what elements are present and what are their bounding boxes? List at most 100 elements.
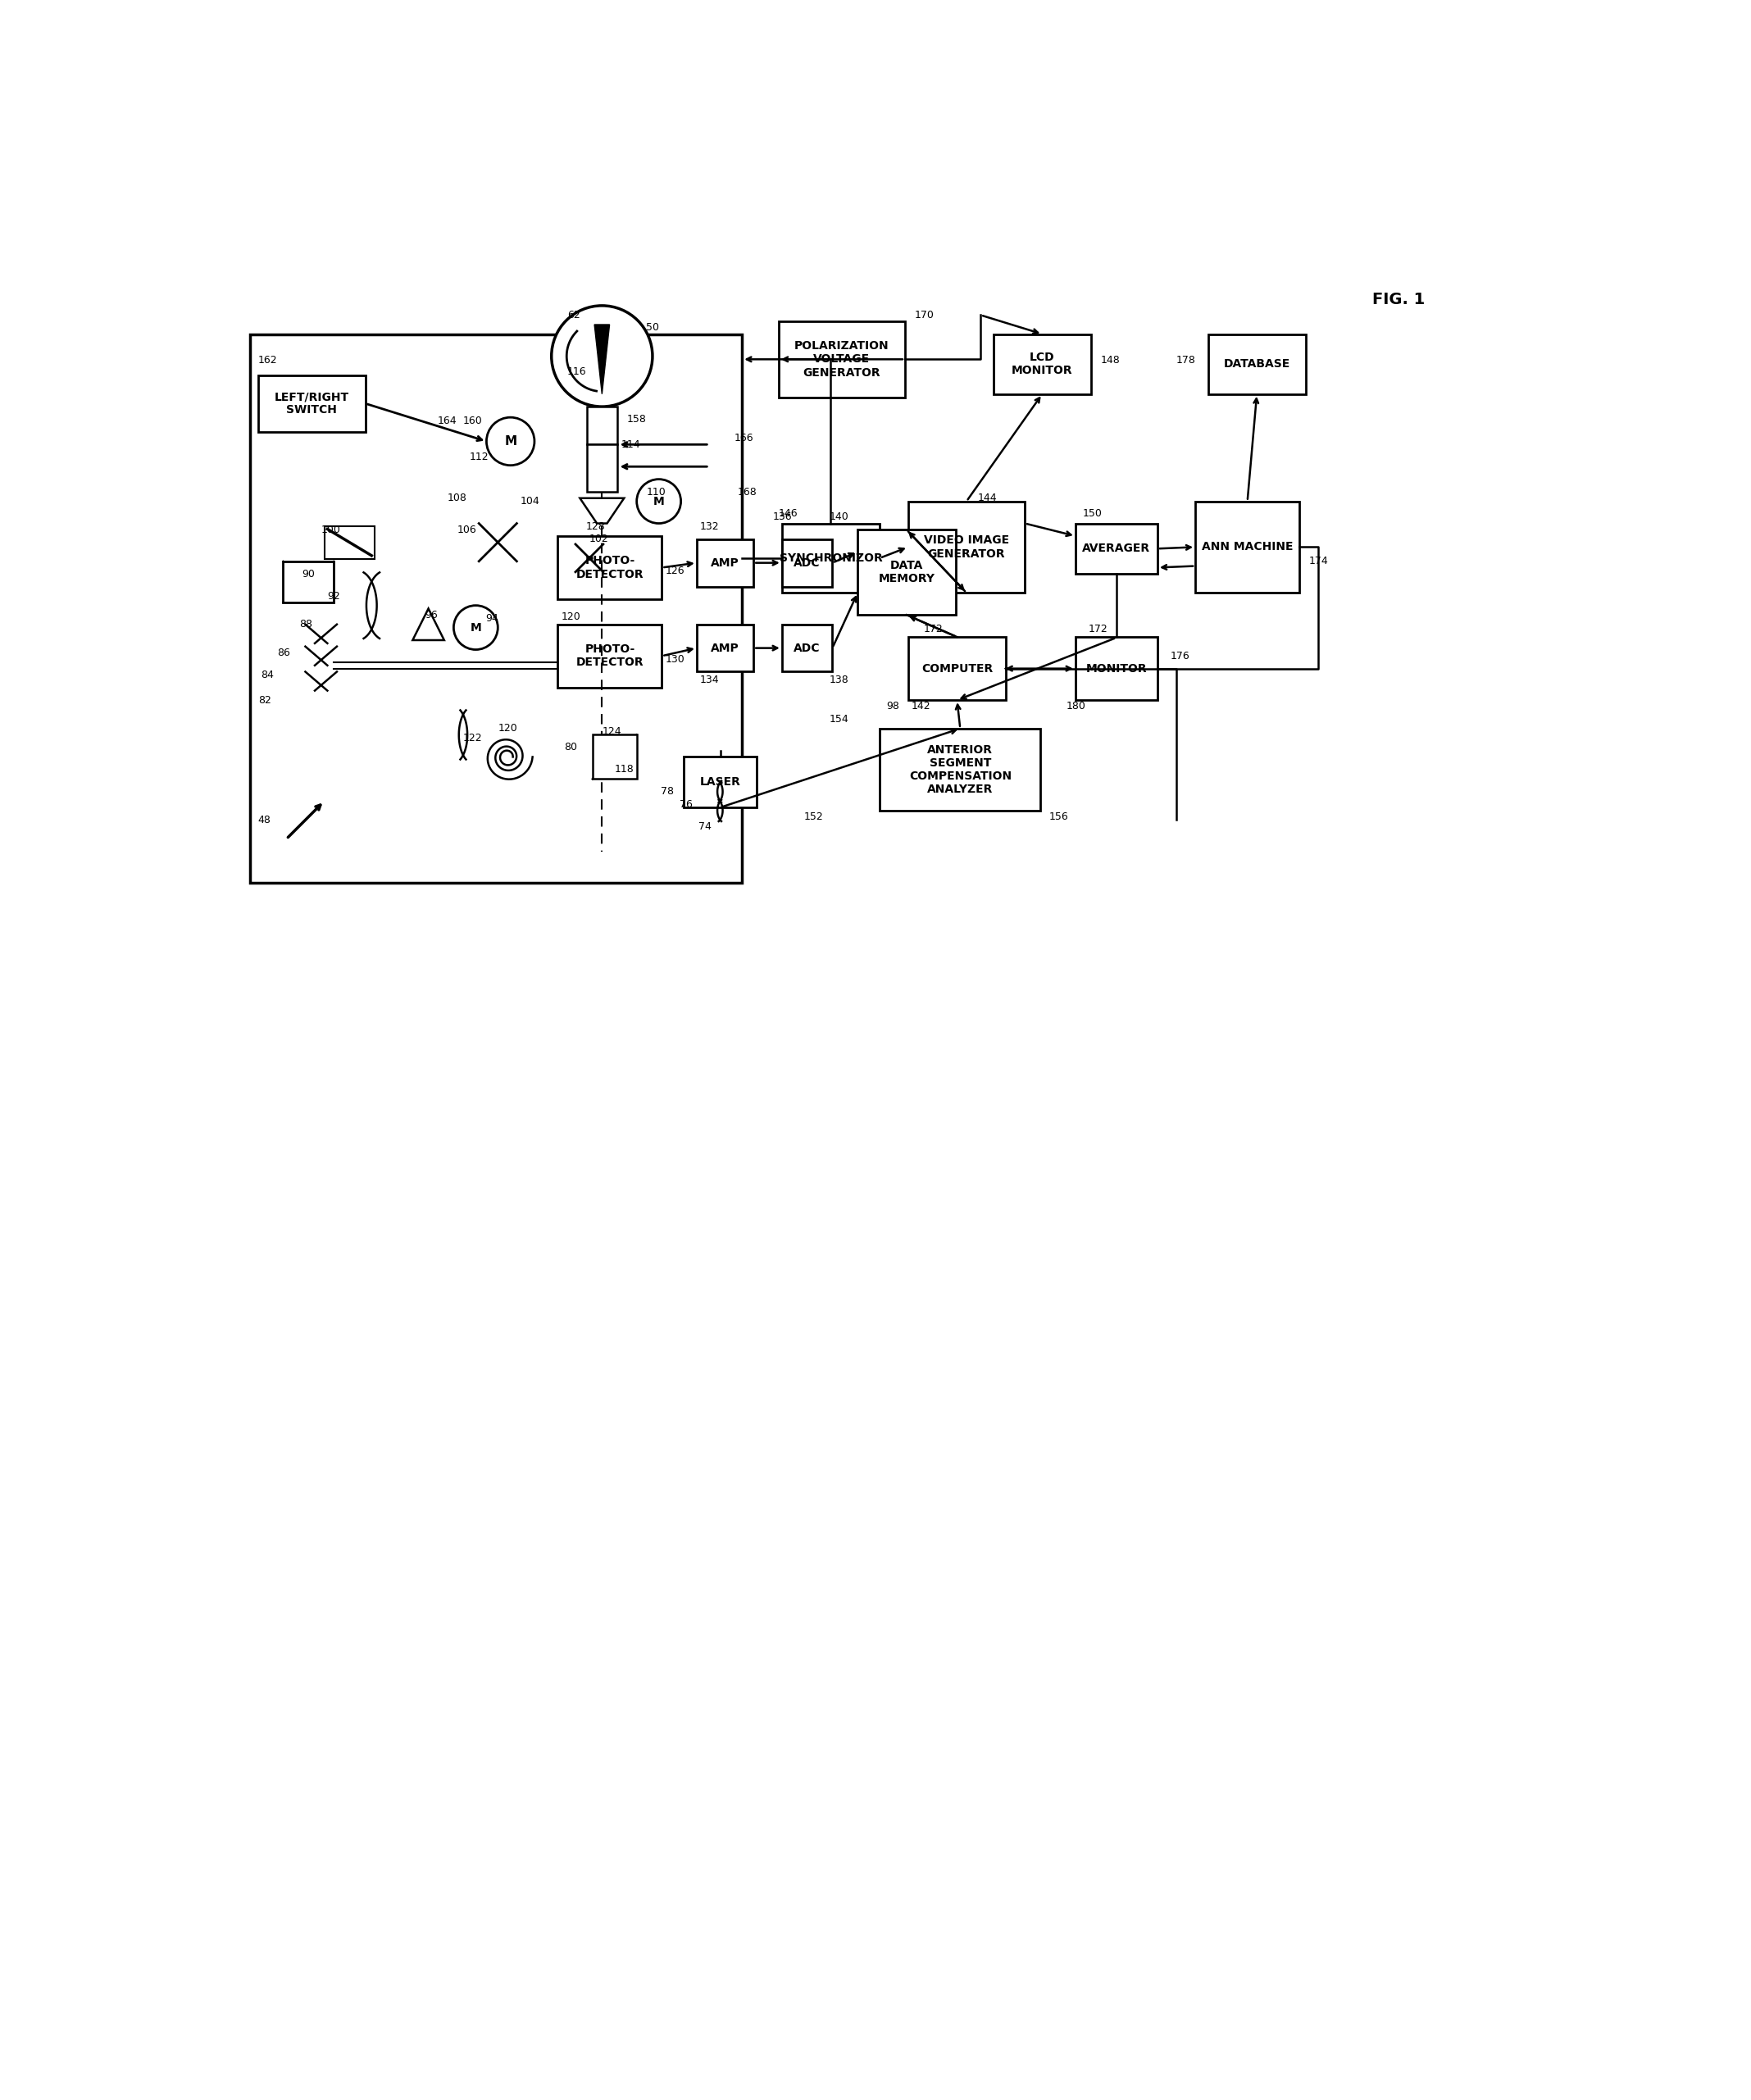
Text: AMP: AMP	[711, 557, 739, 569]
Text: 100: 100	[320, 525, 341, 536]
Text: 50: 50	[646, 323, 660, 334]
Polygon shape	[594, 326, 609, 395]
Bar	[993, 334, 1091, 395]
Text: 170: 170	[914, 311, 933, 321]
Text: 158: 158	[627, 414, 646, 424]
Text: M: M	[504, 435, 517, 447]
Bar	[1075, 636, 1157, 699]
Text: 154: 154	[830, 714, 849, 724]
Text: 90: 90	[303, 569, 315, 580]
Text: ADC: ADC	[793, 557, 821, 569]
Text: 132: 132	[700, 521, 720, 531]
Bar	[858, 529, 956, 615]
Text: 126: 126	[665, 565, 685, 575]
Text: 78: 78	[660, 785, 674, 798]
Bar	[324, 525, 375, 559]
Text: 172: 172	[925, 624, 944, 634]
Text: PHOTO-
DETECTOR: PHOTO- DETECTOR	[576, 554, 644, 580]
Text: 94: 94	[485, 613, 497, 624]
Bar	[1196, 502, 1299, 592]
Bar	[685, 756, 756, 806]
Bar	[284, 561, 334, 603]
Bar	[250, 334, 742, 884]
Bar	[909, 502, 1024, 592]
Text: ANTERIOR
SEGMENT
COMPENSATION
ANALYZER: ANTERIOR SEGMENT COMPENSATION ANALYZER	[909, 743, 1012, 796]
Text: 62: 62	[567, 311, 580, 321]
Text: SYNCHRONIZOR: SYNCHRONIZOR	[779, 552, 883, 563]
Text: 84: 84	[261, 670, 275, 680]
Bar	[783, 624, 832, 672]
Text: LEFT/RIGHT
SWITCH: LEFT/RIGHT SWITCH	[275, 391, 348, 416]
Bar	[909, 636, 1007, 699]
Text: 92: 92	[327, 590, 340, 601]
Text: 142: 142	[911, 701, 930, 712]
Circle shape	[637, 479, 681, 523]
Text: 156: 156	[1049, 811, 1068, 823]
Text: 108: 108	[447, 493, 468, 504]
Text: 134: 134	[700, 674, 720, 685]
Bar	[559, 536, 662, 598]
Text: 88: 88	[299, 620, 312, 630]
Text: 110: 110	[646, 487, 665, 498]
Bar	[592, 735, 637, 779]
Text: 80: 80	[564, 741, 578, 752]
Text: 124: 124	[602, 727, 622, 737]
Polygon shape	[580, 498, 623, 523]
Text: 140: 140	[830, 512, 849, 523]
Text: 144: 144	[977, 493, 996, 504]
Text: 148: 148	[1101, 355, 1121, 365]
Text: ANN MACHINE: ANN MACHINE	[1201, 542, 1292, 552]
Text: 98: 98	[886, 701, 898, 712]
Text: COMPUTER: COMPUTER	[921, 664, 993, 674]
Text: 162: 162	[257, 355, 277, 365]
Text: AMP: AMP	[711, 643, 739, 653]
Bar	[783, 540, 832, 586]
Text: 146: 146	[779, 508, 798, 519]
Text: 118: 118	[615, 764, 634, 775]
Text: LASER: LASER	[700, 777, 741, 788]
Bar	[257, 376, 366, 433]
Text: 120: 120	[497, 722, 517, 733]
Text: 178: 178	[1177, 355, 1196, 365]
Text: 114: 114	[622, 439, 641, 449]
Text: 106: 106	[457, 525, 476, 536]
Bar	[559, 624, 662, 687]
Circle shape	[454, 605, 497, 649]
Circle shape	[552, 307, 653, 407]
Bar	[697, 540, 753, 586]
Text: 160: 160	[462, 416, 483, 426]
Text: 102: 102	[590, 533, 609, 544]
Text: 180: 180	[1066, 701, 1086, 712]
Text: 104: 104	[520, 496, 539, 506]
Text: 164: 164	[438, 416, 457, 426]
Text: 120: 120	[560, 611, 580, 622]
Text: 128: 128	[587, 521, 606, 531]
Text: ADC: ADC	[793, 643, 821, 653]
Text: 82: 82	[257, 695, 271, 706]
Text: 86: 86	[277, 647, 291, 657]
Text: MONITOR: MONITOR	[1086, 664, 1147, 674]
Bar	[587, 407, 616, 445]
Text: 48: 48	[257, 815, 271, 825]
Text: 168: 168	[737, 487, 756, 498]
Text: 122: 122	[462, 733, 483, 743]
Bar	[697, 624, 753, 672]
Bar	[587, 445, 616, 491]
Text: DATABASE: DATABASE	[1224, 359, 1290, 370]
Text: DATA
MEMORY: DATA MEMORY	[879, 561, 935, 584]
Bar	[779, 321, 905, 397]
Polygon shape	[413, 609, 445, 640]
Text: M: M	[653, 496, 664, 506]
Text: 112: 112	[469, 452, 489, 462]
Text: POLARIZATION
VOLTAGE
GENERATOR: POLARIZATION VOLTAGE GENERATOR	[795, 340, 890, 378]
Text: PHOTO-
DETECTOR: PHOTO- DETECTOR	[576, 643, 644, 668]
Text: 74: 74	[699, 821, 711, 832]
Text: 150: 150	[1082, 508, 1103, 519]
Text: M: M	[469, 622, 482, 634]
Text: 116: 116	[567, 368, 587, 378]
Text: 166: 166	[734, 433, 755, 443]
Text: VIDEO IMAGE
GENERATOR: VIDEO IMAGE GENERATOR	[925, 536, 1009, 559]
Bar	[879, 729, 1040, 811]
Text: 76: 76	[679, 798, 693, 811]
Circle shape	[487, 418, 534, 466]
